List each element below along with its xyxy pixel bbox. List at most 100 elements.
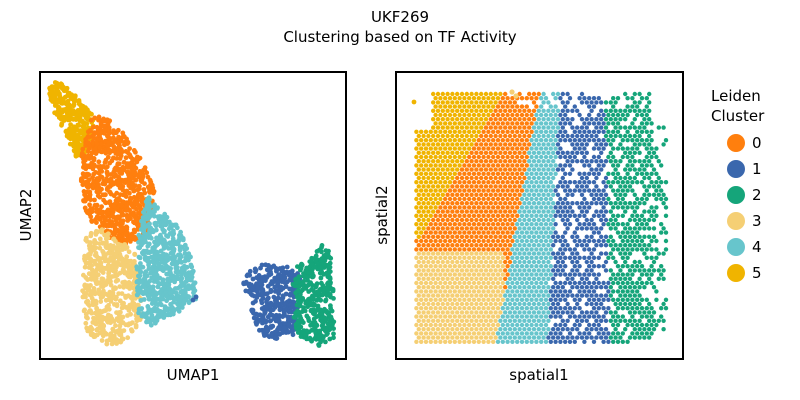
umap-point-cluster-1	[281, 309, 287, 315]
umap-point-cluster-3	[127, 302, 133, 308]
spatial-point-cluster-1	[560, 201, 565, 206]
spatial-point-cluster-0	[488, 243, 493, 248]
umap-point-cluster-0	[134, 197, 140, 203]
umap-point-cluster-4	[159, 296, 165, 301]
spatial-point-cluster-1	[570, 209, 575, 214]
spatial-point-cluster-2	[618, 251, 623, 256]
spatial-point-cluster-1	[565, 226, 570, 231]
spatial-point-cluster-3	[491, 280, 496, 286]
spatial-point-cluster-1	[603, 268, 609, 273]
spatial-point-cluster-0	[483, 209, 489, 214]
umap-point-cluster-3	[109, 274, 115, 279]
spatial-point-cluster-0	[431, 243, 436, 248]
spatial-point-cluster-4	[541, 108, 546, 114]
spatial-point-cluster-4	[548, 230, 553, 235]
spatial-point-cluster-2	[623, 243, 628, 248]
spatial-point-cluster-0	[474, 159, 479, 164]
spatial-point-cluster-0	[522, 142, 527, 147]
umap-point-cluster-0	[123, 149, 129, 154]
umap-point-cluster-0	[124, 224, 129, 230]
spatial-point-cluster-4	[551, 184, 556, 189]
spatial-point-cluster-1	[555, 201, 561, 206]
spatial-point-cluster-4	[536, 268, 541, 273]
spatial-point-cluster-1	[575, 259, 580, 265]
spatial-point-cluster-5	[419, 222, 424, 227]
spatial-point-cluster-3	[414, 264, 419, 269]
spatial-point-cluster-2	[618, 243, 623, 248]
spatial-point-cluster-0	[452, 238, 457, 244]
spatial-point-cluster-0	[503, 285, 508, 290]
spatial-point-cluster-5	[414, 213, 419, 218]
umap-point-cluster-4	[178, 233, 184, 239]
spatial-point-cluster-5	[419, 171, 424, 176]
spatial-point-cluster-2	[620, 255, 625, 260]
spatial-point-cluster-2	[642, 117, 647, 122]
spatial-point-cluster-2	[611, 121, 616, 126]
umap-point-cluster-4	[186, 286, 192, 292]
spatial-point-cluster-5	[450, 108, 455, 114]
spatial-point-cluster-1	[563, 280, 568, 286]
spatial-point-cluster-2	[611, 138, 616, 143]
spatial-point-cluster-4	[539, 255, 544, 260]
spatial-point-cluster-0	[474, 192, 479, 197]
spatial-point-cluster-5	[447, 138, 453, 143]
spatial-point-cluster-4	[529, 138, 534, 143]
spatial-point-cluster-0	[481, 146, 486, 151]
spatial-point-cluster-1	[560, 243, 565, 248]
spatial-point-cluster-3	[471, 255, 477, 260]
umap-point-cluster-1	[268, 325, 274, 330]
spatial-point-cluster-2	[627, 234, 633, 239]
spatial-point-cluster-1	[603, 209, 609, 214]
spatial-point-cluster-5	[426, 217, 431, 223]
spatial-point-cluster-0	[512, 133, 517, 139]
umap-point-cluster-0	[124, 138, 129, 144]
spatial-point-cluster-3	[481, 280, 486, 286]
spatial-point-cluster-4	[515, 222, 520, 227]
spatial-point-cluster-4	[541, 117, 546, 122]
spatial-point-cluster-3	[423, 264, 429, 269]
spatial-point-cluster-5	[414, 222, 419, 227]
spatial-point-cluster-0	[500, 104, 505, 109]
spatial-point-cluster-1	[584, 142, 589, 147]
spatial-point-cluster-0	[479, 133, 484, 139]
spatial-point-cluster-4	[543, 112, 549, 118]
spatial-point-cluster-1	[570, 276, 575, 281]
spatial-point-cluster-0	[440, 201, 445, 206]
spatial-point-cluster-4	[553, 171, 558, 176]
spatial-point-cluster-4	[541, 285, 546, 290]
spatial-point-cluster-2	[651, 259, 657, 265]
spatial-point-cluster-3	[435, 251, 441, 256]
umap-point-cluster-2	[295, 288, 301, 294]
spatial-point-cluster-4	[546, 268, 551, 273]
umap-point-cluster-0	[84, 181, 90, 187]
spatial-point-cluster-4	[548, 171, 553, 176]
umap-point-cluster-3	[102, 258, 108, 264]
spatial-point-cluster-4	[517, 234, 522, 239]
spatial-point-cluster-1	[587, 104, 592, 109]
umap-point-cluster-0	[89, 206, 95, 212]
umap-point-cluster-4	[146, 224, 152, 230]
spatial-point-cluster-2	[608, 142, 613, 147]
spatial-point-cluster-2	[625, 188, 630, 193]
spatial-point-cluster-0	[505, 138, 510, 143]
spatial-point-cluster-0	[462, 213, 467, 218]
spatial-point-cluster-5	[433, 171, 438, 176]
spatial-point-cluster-5	[428, 154, 433, 160]
spatial-point-cluster-5	[438, 121, 443, 126]
umap-point-cluster-0	[135, 202, 141, 208]
umap-point-cluster-4	[170, 246, 175, 252]
spatial-point-cluster-5	[433, 146, 438, 151]
spatial-point-cluster-0	[493, 150, 498, 155]
spatial-point-cluster-5	[457, 138, 462, 143]
umap-point-cluster-3	[110, 292, 116, 298]
spatial-point-cluster-0	[435, 226, 441, 231]
spatial-point-cluster-5	[438, 104, 443, 109]
umap-point-cluster-4	[182, 251, 188, 256]
spatial-point-cluster-2	[603, 117, 609, 122]
spatial-point-cluster-1	[589, 117, 594, 122]
spatial-point-cluster-0	[491, 238, 496, 244]
spatial-point-cluster-3	[462, 255, 467, 260]
umap-point-cluster-4	[163, 312, 168, 318]
spatial-point-cluster-4	[534, 129, 539, 134]
spatial-point-cluster-5	[447, 163, 453, 168]
